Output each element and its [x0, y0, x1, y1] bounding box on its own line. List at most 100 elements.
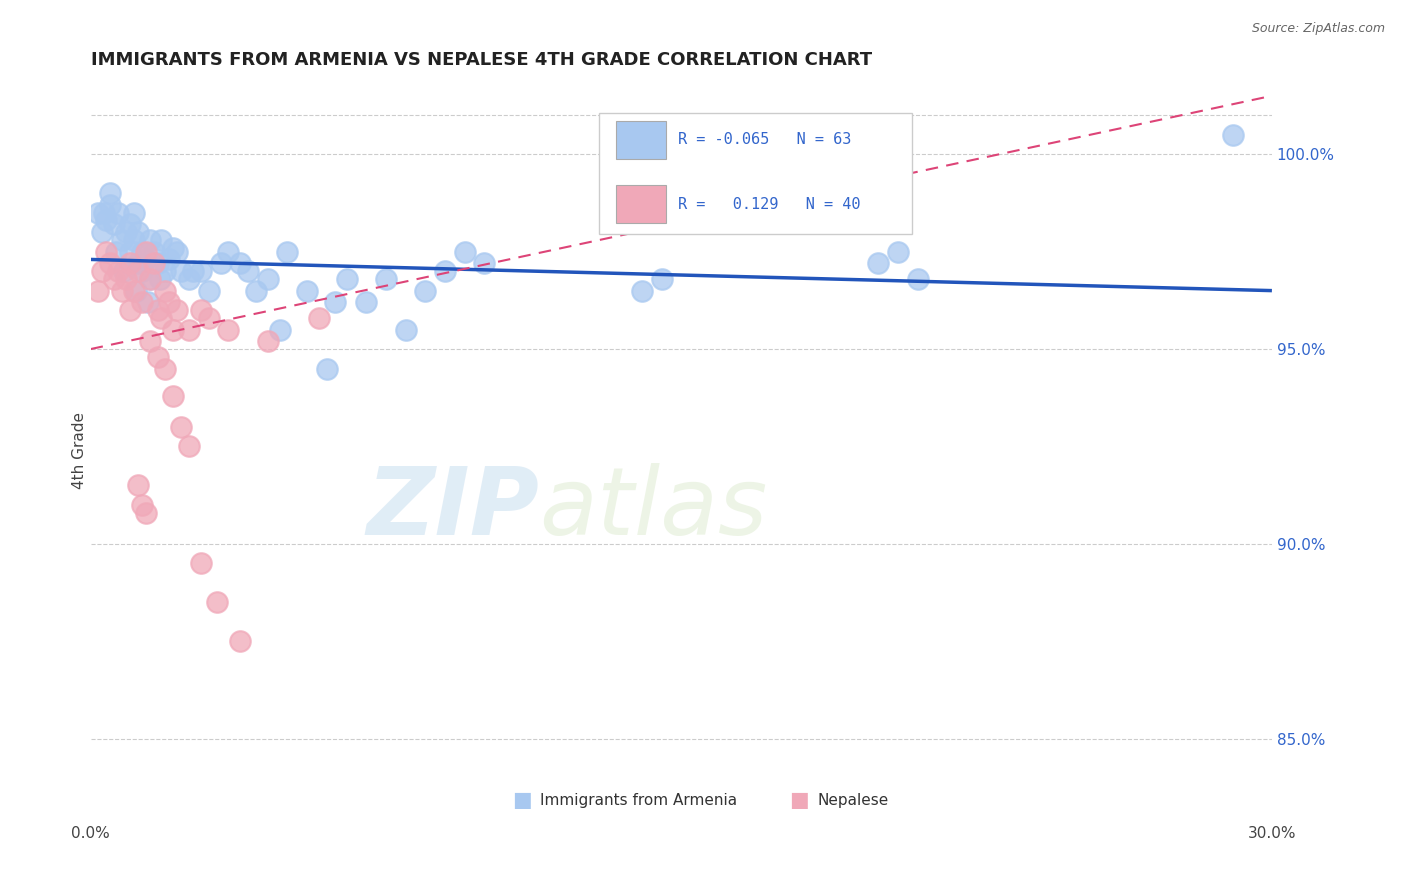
Point	[177, 272, 200, 286]
Point	[162, 389, 184, 403]
Point	[115, 225, 138, 239]
Point	[146, 350, 169, 364]
Point	[166, 244, 188, 259]
Point	[177, 440, 200, 454]
Point	[1222, 128, 1244, 142]
Point	[135, 252, 157, 267]
Point	[142, 244, 165, 259]
Point	[236, 264, 259, 278]
Point	[374, 272, 396, 286]
Text: Immigrants from Armenia: Immigrants from Armenia	[540, 793, 737, 808]
FancyBboxPatch shape	[599, 113, 911, 235]
Text: atlas: atlas	[540, 464, 768, 555]
Point	[256, 334, 278, 349]
Text: Source: ZipAtlas.com: Source: ZipAtlas.com	[1251, 22, 1385, 36]
Point	[197, 310, 219, 325]
Point	[150, 233, 173, 247]
Point	[87, 205, 110, 219]
Point	[127, 478, 149, 492]
Point	[127, 225, 149, 239]
Point	[118, 303, 141, 318]
Text: ZIP: ZIP	[367, 463, 540, 555]
Point	[91, 225, 114, 239]
Point	[907, 272, 929, 286]
Point	[155, 264, 177, 278]
Point	[190, 557, 212, 571]
Point	[295, 284, 318, 298]
Text: Nepalese: Nepalese	[817, 793, 889, 808]
Point	[122, 233, 145, 247]
Point	[107, 205, 129, 219]
Point	[474, 256, 496, 270]
Point	[103, 218, 125, 232]
Point	[245, 284, 267, 298]
Point	[454, 244, 477, 259]
Point	[111, 233, 134, 247]
Point	[170, 264, 193, 278]
Point	[135, 244, 157, 259]
Point	[118, 218, 141, 232]
Point	[118, 244, 141, 259]
Point	[118, 256, 141, 270]
Point	[96, 244, 118, 259]
Point	[170, 420, 193, 434]
Point	[157, 252, 180, 267]
Point	[150, 310, 173, 325]
Point	[335, 272, 357, 286]
Point	[205, 595, 228, 609]
Point	[146, 256, 169, 270]
Point	[125, 284, 148, 298]
Point	[887, 244, 910, 259]
Point	[136, 295, 159, 310]
Text: R = -0.065   N = 63: R = -0.065 N = 63	[678, 132, 851, 147]
Point	[148, 272, 170, 286]
Point	[98, 198, 121, 212]
Point	[217, 244, 239, 259]
Point	[105, 244, 128, 259]
Point	[155, 361, 177, 376]
Point	[177, 322, 200, 336]
Point	[131, 244, 153, 259]
Point	[308, 310, 330, 325]
Point	[98, 256, 121, 270]
Point	[131, 295, 153, 310]
Point	[87, 284, 110, 298]
FancyBboxPatch shape	[616, 186, 666, 223]
Point	[651, 272, 673, 286]
Point	[112, 264, 135, 278]
Point	[157, 295, 180, 310]
Point	[229, 256, 252, 270]
Point	[256, 272, 278, 286]
Text: ■: ■	[790, 790, 810, 811]
Point	[269, 322, 291, 336]
Point	[631, 284, 654, 298]
Point	[323, 295, 346, 310]
Point	[138, 233, 160, 247]
Text: R =   0.129   N = 40: R = 0.129 N = 40	[678, 197, 860, 211]
Point	[107, 264, 129, 278]
Point	[413, 284, 436, 298]
Point	[868, 256, 890, 270]
Point	[166, 303, 188, 318]
Point	[394, 322, 416, 336]
Point	[138, 272, 160, 286]
Text: ■: ■	[512, 790, 531, 811]
Point	[131, 498, 153, 512]
Text: IMMIGRANTS FROM ARMENIA VS NEPALESE 4TH GRADE CORRELATION CHART: IMMIGRANTS FROM ARMENIA VS NEPALESE 4TH …	[90, 51, 872, 69]
Point	[138, 334, 160, 349]
Y-axis label: 4th Grade: 4th Grade	[72, 412, 87, 489]
Point	[181, 264, 204, 278]
Point	[111, 284, 134, 298]
Point	[155, 284, 177, 298]
Point	[138, 272, 160, 286]
Point	[162, 322, 184, 336]
Point	[127, 264, 149, 278]
Point	[209, 256, 232, 270]
Point	[98, 186, 121, 201]
Point	[131, 264, 153, 278]
Point	[96, 213, 118, 227]
Point	[91, 264, 114, 278]
Point	[162, 241, 184, 255]
Point	[122, 205, 145, 219]
Point	[276, 244, 298, 259]
